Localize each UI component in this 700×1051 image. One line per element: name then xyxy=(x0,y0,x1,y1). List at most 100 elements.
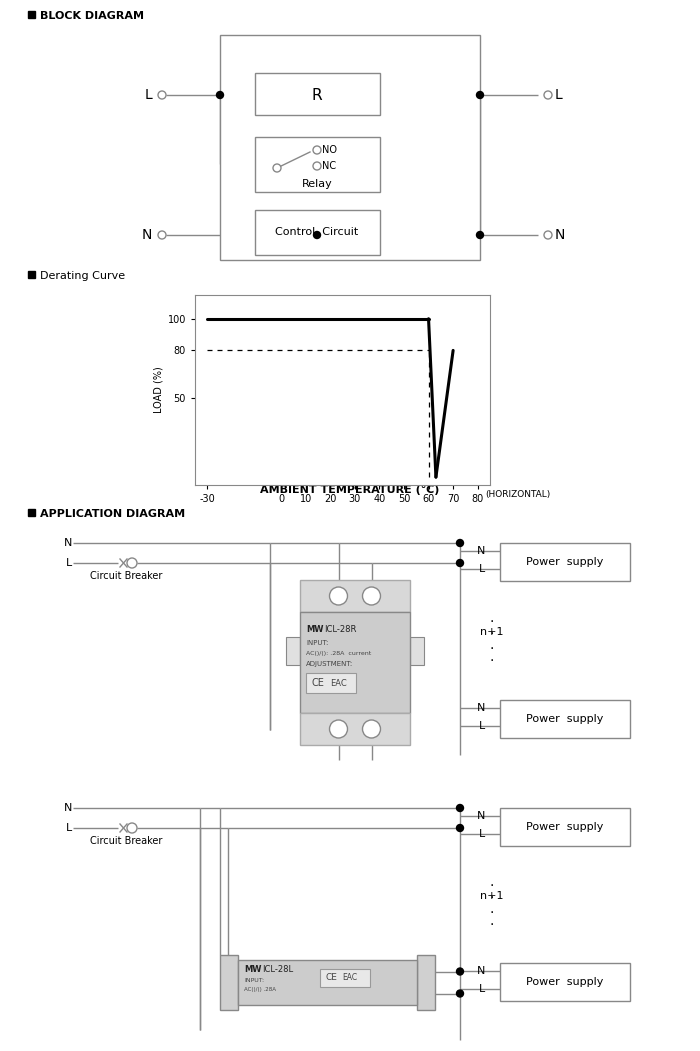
Bar xyxy=(286,637,300,665)
Text: .: . xyxy=(490,623,494,637)
Text: Circuit Breaker: Circuit Breaker xyxy=(90,836,162,846)
Text: L: L xyxy=(479,564,485,574)
Circle shape xyxy=(456,539,463,547)
Text: N: N xyxy=(555,228,566,242)
Text: NC: NC xyxy=(322,161,336,171)
Text: ICL-28L: ICL-28L xyxy=(262,965,293,973)
Text: L: L xyxy=(479,829,485,839)
Bar xyxy=(220,955,238,1010)
Text: ICL-28R: ICL-28R xyxy=(324,625,356,635)
Bar xyxy=(500,963,630,1001)
Circle shape xyxy=(330,720,347,738)
Circle shape xyxy=(456,968,463,975)
Circle shape xyxy=(216,91,223,99)
Text: L: L xyxy=(479,984,485,994)
Bar xyxy=(28,271,35,279)
Text: Power  supply: Power supply xyxy=(526,822,603,832)
Circle shape xyxy=(313,146,321,154)
Text: N: N xyxy=(141,228,152,242)
Circle shape xyxy=(477,231,484,239)
Text: INPUT:: INPUT: xyxy=(306,640,328,646)
Text: .: . xyxy=(490,875,494,889)
Text: L: L xyxy=(66,823,72,833)
Text: ADJUSTMENT:: ADJUSTMENT: xyxy=(306,661,354,667)
Y-axis label: LOAD (%): LOAD (%) xyxy=(153,367,163,413)
Text: .: . xyxy=(490,650,494,664)
Bar xyxy=(417,955,435,1010)
Text: N: N xyxy=(477,811,485,821)
Text: EAC: EAC xyxy=(330,679,346,687)
Text: N: N xyxy=(64,803,72,813)
Bar xyxy=(300,612,410,713)
Circle shape xyxy=(456,990,463,997)
Circle shape xyxy=(314,231,321,239)
Bar xyxy=(255,73,380,115)
Text: .: . xyxy=(490,914,494,928)
Circle shape xyxy=(330,588,347,605)
Circle shape xyxy=(477,91,484,99)
Circle shape xyxy=(158,91,166,99)
Text: MW: MW xyxy=(306,625,323,635)
Text: EAC: EAC xyxy=(342,973,357,983)
Text: AMBIENT TEMPERATURE (℃): AMBIENT TEMPERATURE (℃) xyxy=(260,485,440,495)
Text: AC()/(): .28A  current: AC()/(): .28A current xyxy=(306,652,371,657)
Text: MW: MW xyxy=(244,965,262,973)
Text: Power  supply: Power supply xyxy=(526,557,603,566)
Text: CE: CE xyxy=(326,973,338,983)
Bar xyxy=(320,969,370,987)
Text: N: N xyxy=(477,703,485,713)
Text: L: L xyxy=(66,558,72,568)
Circle shape xyxy=(273,164,281,172)
Circle shape xyxy=(158,231,166,239)
Bar xyxy=(306,673,356,693)
Bar xyxy=(500,700,630,738)
Text: AC()/() .28A: AC()/() .28A xyxy=(244,987,276,991)
Circle shape xyxy=(456,824,463,831)
Bar xyxy=(28,509,35,516)
Text: NO: NO xyxy=(322,145,337,154)
Text: n+1: n+1 xyxy=(480,627,504,637)
Circle shape xyxy=(544,91,552,99)
Circle shape xyxy=(363,720,381,738)
Text: Derating Curve: Derating Curve xyxy=(40,271,125,281)
Text: INPUT:: INPUT: xyxy=(244,977,264,983)
Circle shape xyxy=(363,588,381,605)
Text: Power  supply: Power supply xyxy=(526,714,603,724)
Text: Power  supply: Power supply xyxy=(526,977,603,987)
Text: Control  Circuit: Control Circuit xyxy=(275,227,358,236)
Text: Circuit Breaker: Circuit Breaker xyxy=(90,571,162,581)
Text: (HORIZONTAL): (HORIZONTAL) xyxy=(485,490,550,499)
Bar xyxy=(500,808,630,846)
Text: Relay: Relay xyxy=(302,179,332,189)
Text: R: R xyxy=(312,87,322,103)
Text: L: L xyxy=(479,721,485,731)
Text: N: N xyxy=(477,547,485,556)
Text: n+1: n+1 xyxy=(480,891,504,901)
Text: .: . xyxy=(490,902,494,916)
Circle shape xyxy=(456,559,463,566)
Bar xyxy=(255,210,380,255)
Text: .: . xyxy=(490,887,494,901)
Text: .: . xyxy=(490,638,494,652)
Bar xyxy=(238,960,417,1005)
Bar xyxy=(28,11,35,18)
Text: N: N xyxy=(64,538,72,548)
Circle shape xyxy=(313,162,321,170)
Bar xyxy=(255,137,380,192)
Text: N: N xyxy=(477,966,485,976)
Text: BLOCK DIAGRAM: BLOCK DIAGRAM xyxy=(40,11,144,21)
Circle shape xyxy=(127,823,137,833)
Text: CE: CE xyxy=(312,678,325,688)
Bar xyxy=(300,580,410,612)
Text: .: . xyxy=(490,611,494,625)
Circle shape xyxy=(544,231,552,239)
Bar xyxy=(220,35,480,260)
Bar xyxy=(500,543,630,581)
Circle shape xyxy=(456,804,463,811)
Text: APPLICATION DIAGRAM: APPLICATION DIAGRAM xyxy=(40,509,185,519)
Bar xyxy=(410,637,424,665)
Text: L: L xyxy=(555,88,563,102)
Bar xyxy=(300,713,410,745)
Text: L: L xyxy=(144,88,152,102)
Circle shape xyxy=(127,558,137,568)
